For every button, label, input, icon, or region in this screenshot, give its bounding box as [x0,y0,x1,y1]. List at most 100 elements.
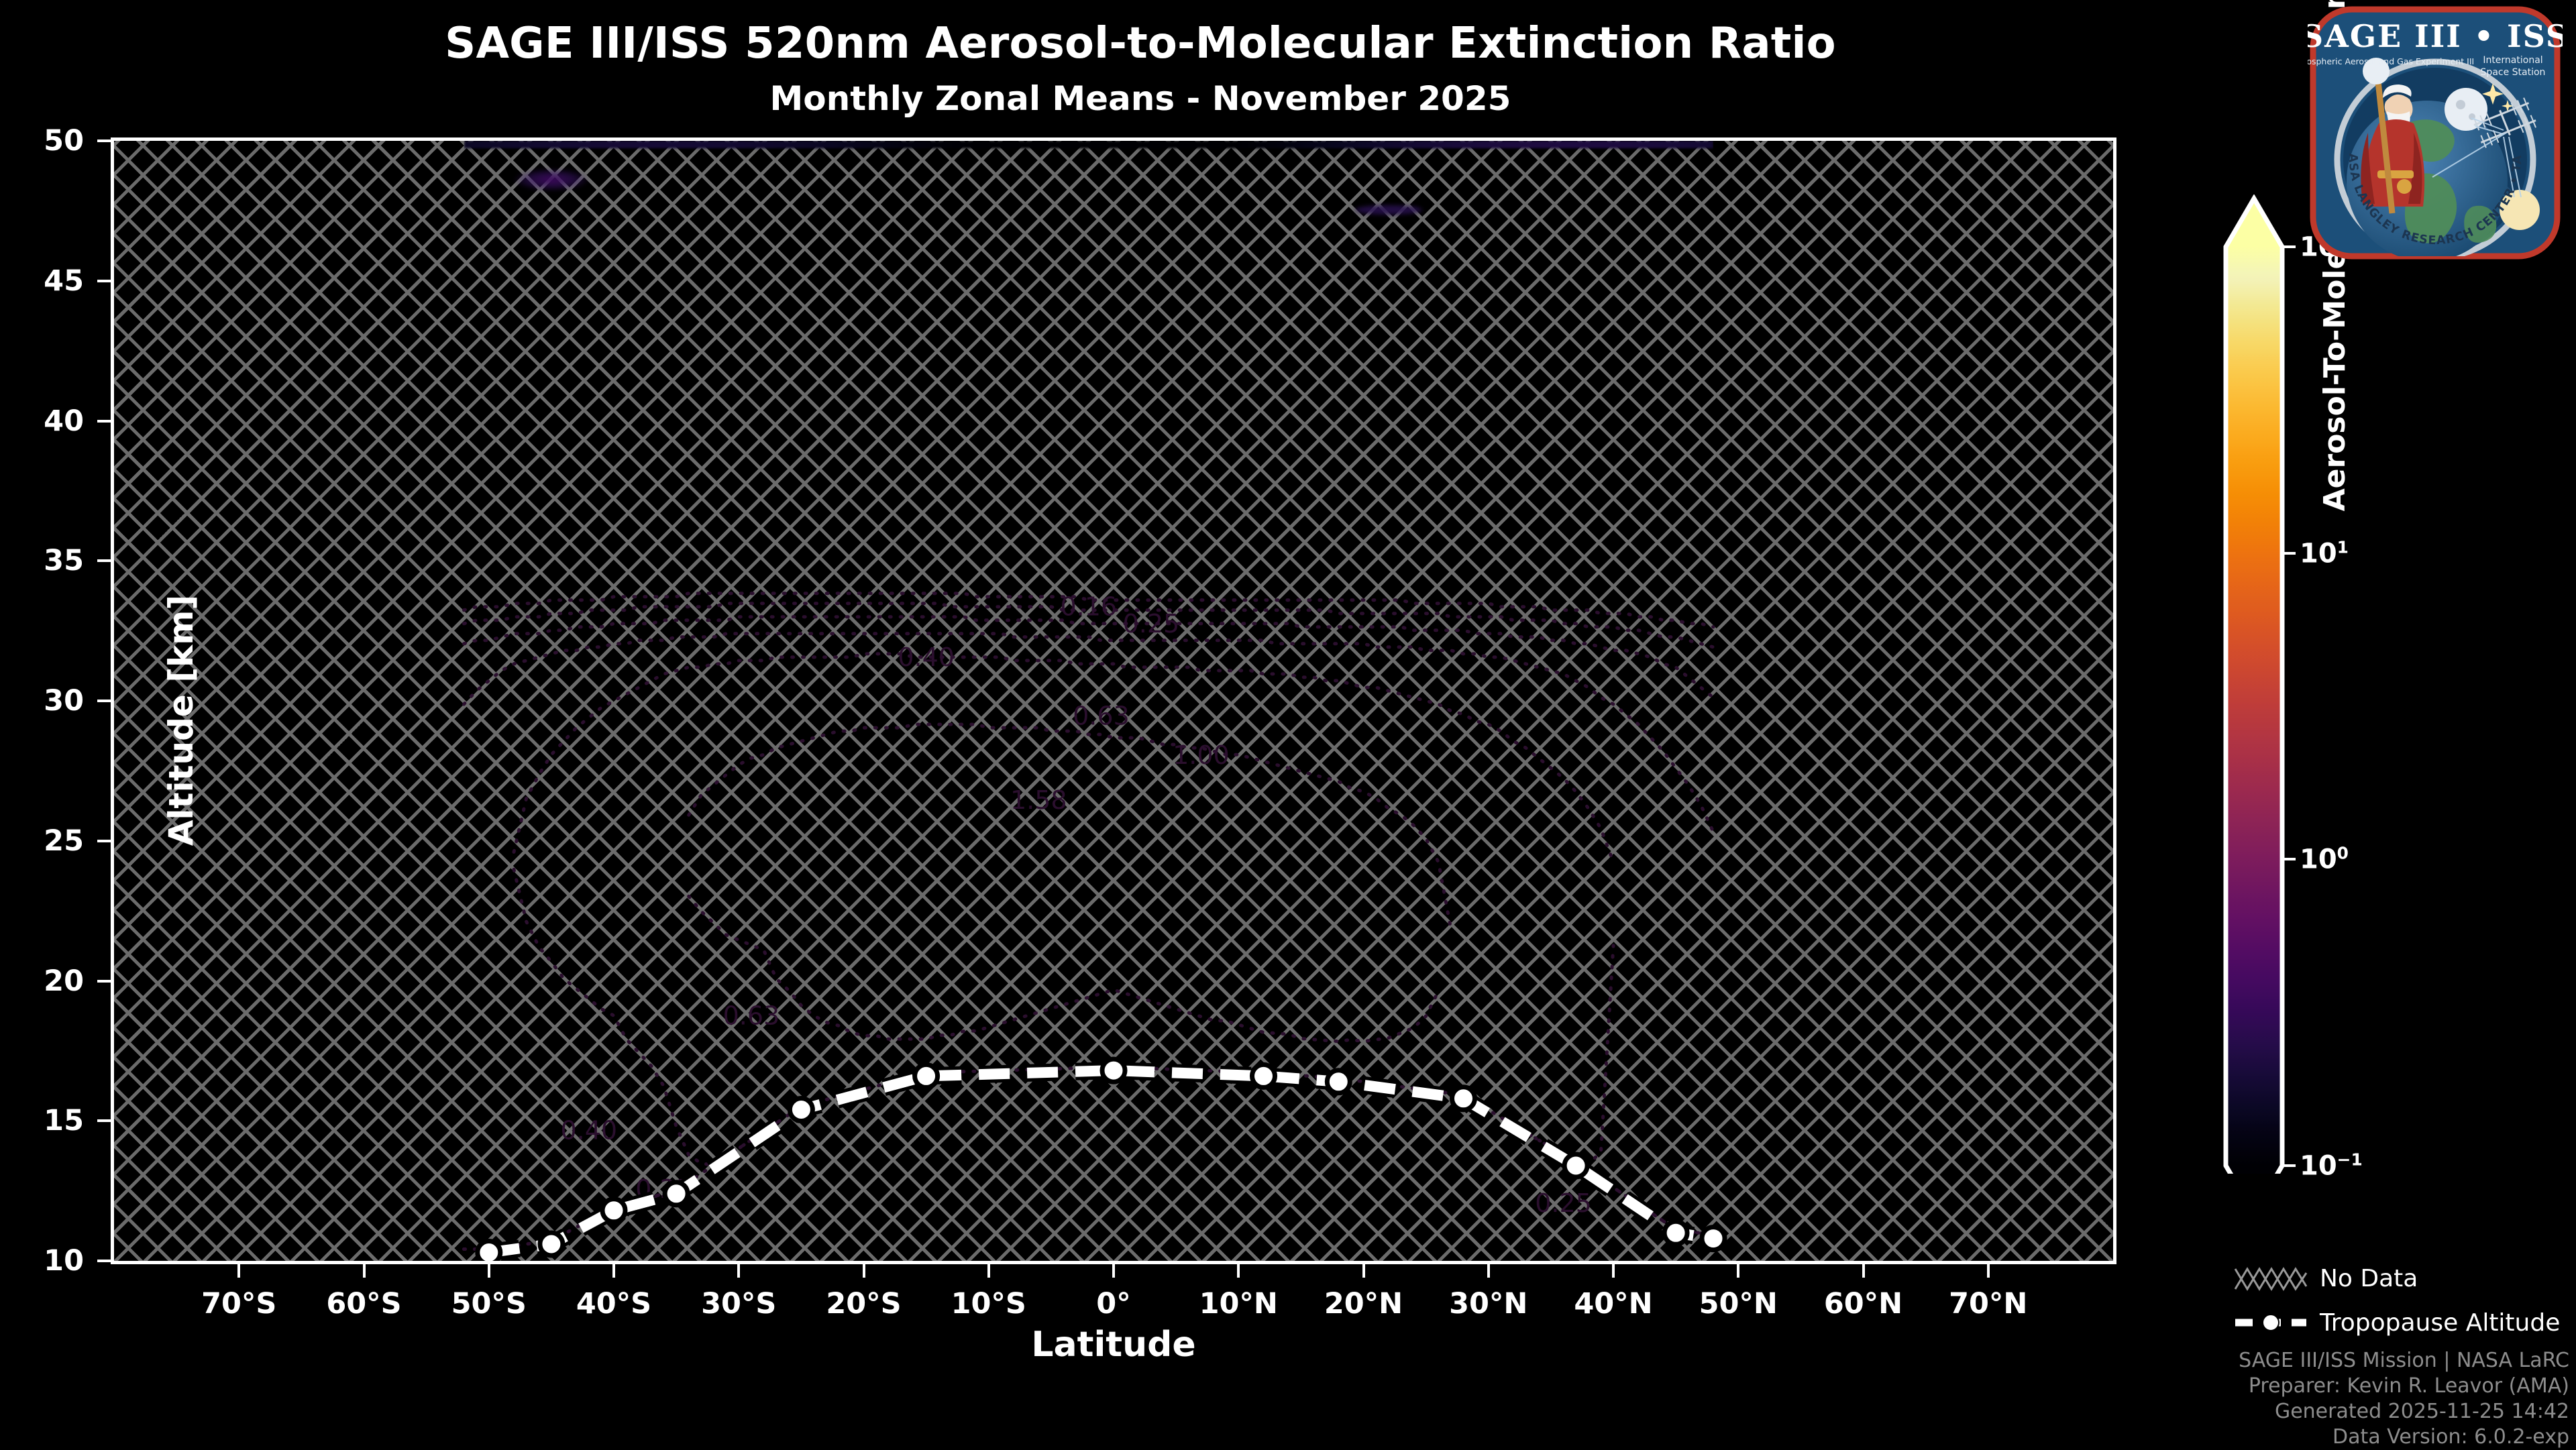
colorbar-tick [2284,551,2296,555]
high-altitude-artifact [514,169,588,191]
colorbar: 10210110010−1 [2214,194,2363,1182]
no-data-hatch-icon [2234,1265,2308,1292]
x-axis-tick [1612,1264,1615,1278]
high-altitude-artifact [1354,205,1422,215]
x-axis-tick-label: 60°N [1823,1287,1903,1321]
x-axis-tick-label: 70°S [201,1287,277,1321]
x-axis-tick [362,1264,366,1278]
x-axis-tick [612,1264,615,1278]
contour-label: 0.63 [723,1001,780,1030]
tropopause-marker [600,1196,628,1225]
y-axis-tick [97,419,111,423]
x-axis-tick [487,1264,490,1278]
figure-title: SAGE III/ISS 520nm Aerosol-to-Molecular … [445,19,1836,68]
y-axis-tick-label: 25 [44,824,84,858]
tropopause-marker [787,1096,815,1123]
footer-line: SAGE III/ISS Mission | NASA LaRC [2239,1349,2569,1372]
x-axis-label: Latitude [1031,1325,1196,1365]
contour-label: 0.40 [898,643,955,672]
x-axis-tick-label: 50°S [451,1287,527,1321]
legend-item-no-data: No Data [2234,1261,2569,1296]
x-axis-tick [1862,1264,1865,1278]
tropopause-marker [1562,1152,1590,1180]
x-axis-tick-label: 0° [1096,1287,1131,1321]
y-axis-tick [97,559,111,563]
y-axis-tick [97,1260,111,1262]
tropopause-marker [1450,1084,1477,1113]
x-axis-tick [1237,1264,1240,1278]
x-axis-tick-label: 10°N [1199,1287,1278,1321]
contour-line [687,894,1440,1044]
plot-area: 0.160.250.250.250.400.400.630.631.001.58 [111,137,2116,1264]
tropopause-marker [1324,1068,1352,1096]
y-axis-tick [97,839,111,842]
colorbar-gradient [2226,247,2282,1166]
colorbar-tick-label: 10−1 [2300,1150,2363,1182]
y-axis-tick-label: 30 [44,684,84,718]
contour-label: 0.63 [1073,702,1130,731]
y-axis-label: Altitude [km] [162,594,201,846]
colorbar-tick [2284,858,2296,861]
footer-line: Preparer: Kevin R. Leavor (AMA) [2248,1374,2569,1398]
y-axis-tick [97,279,111,282]
x-axis-tick [737,1264,741,1278]
legend-label-no-data: No Data [2320,1264,2418,1292]
colorbar-outline [2223,194,2285,1174]
legend-item-tropopause: Tropopause Altitude [2234,1305,2569,1340]
contour-line [512,867,1615,1167]
tropopause-line [488,1065,1715,1258]
legend: No Data Tropopause Altitude [2234,1261,2569,1349]
contour-line [1599,1177,1715,1237]
x-axis-tick [1986,1264,1990,1278]
x-axis-tick [1112,1264,1115,1278]
tropopause-marker [1099,1056,1128,1084]
x-axis-tick-label: 50°N [1699,1287,1778,1321]
y-axis-tick-label: 45 [44,264,84,298]
x-axis-tick-label: 30°S [701,1287,777,1321]
x-axis-tick-label: 40°S [576,1287,652,1321]
contour-label: 1.58 [1010,785,1067,815]
y-axis-tick [97,140,111,142]
tropopause-marker [537,1230,566,1258]
logo-subtitle-right-2: Space Station [2481,67,2546,78]
logo-subtitle-right-1: International [2483,55,2542,66]
y-axis-tick [97,700,111,702]
x-axis-tick [987,1264,990,1278]
tropopause-line-outline [488,1062,1715,1261]
tropopause-marker [912,1062,941,1090]
no-data-hatch-background [114,141,2113,1261]
y-axis-tick [97,1119,111,1123]
logo-subtitle-left: Stratospheric Aerosol and Gas Experiment… [2308,56,2474,66]
y-axis-tick-label: 40 [44,404,84,438]
x-axis-tick [237,1264,241,1278]
figure-subtitle: Monthly Zonal Means - November 2025 [769,79,1511,118]
x-axis-tick-label: 20°N [1324,1287,1403,1321]
x-axis-tick [1362,1264,1365,1278]
y-axis-tick-label: 35 [44,544,84,578]
colorbar-tick-label: 100 [2300,843,2349,875]
contour-line [462,632,1715,834]
contour-label: 0.40 [560,1115,617,1145]
x-axis-tick-label: 20°S [826,1287,902,1321]
tropopause-marker [1662,1219,1690,1247]
tropopause-marker [1250,1062,1277,1090]
footer-line: Data Version: 6.0.2-exp [2332,1425,2569,1449]
y-axis-tick-label: 50 [44,124,84,158]
colorbar-tick [2284,1164,2296,1167]
tropopause-overlay [475,1056,1727,1261]
tropopause-marker [1699,1225,1727,1253]
colorbar-tick-label: 101 [2300,537,2349,569]
y-axis-tick-label: 10 [44,1244,84,1278]
y-axis-tick-label: 20 [44,964,84,998]
legend-label-tropopause: Tropopause Altitude [2320,1308,2561,1337]
footer-line: Generated 2025-11-25 14:42 [2274,1400,2569,1423]
x-axis-tick [1737,1264,1740,1278]
x-axis-tick-label: 10°S [951,1287,1026,1321]
x-axis-tick-label: 60°S [326,1287,402,1321]
contour-label: 1.00 [1173,740,1230,770]
contour-line [687,722,1453,932]
tropopause-marker [662,1180,690,1208]
contour-label: 0.16 [1060,592,1117,622]
tropopause-marker [475,1239,503,1261]
